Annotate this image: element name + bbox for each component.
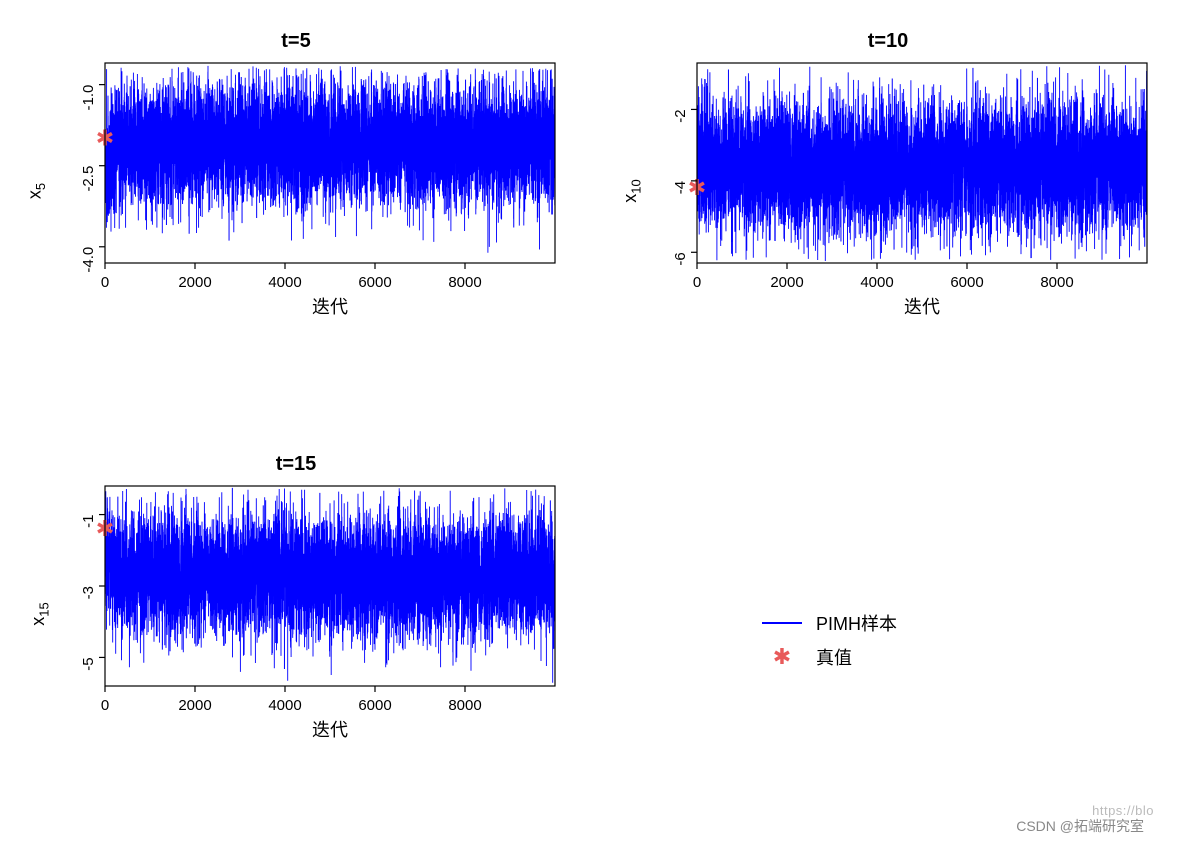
x-axis-label: 迭代 [312, 720, 348, 740]
x-tick-label: 0 [101, 274, 109, 291]
legend-star-icon: ✱ [762, 651, 802, 663]
x-tick-label: 0 [693, 274, 701, 291]
trace-chart: ✱02000400060008000-4.0-2.5-1.0迭代 [105, 63, 585, 318]
x-tick-label: 8000 [448, 697, 481, 714]
x-tick-label: 4000 [268, 274, 301, 291]
x-tick-label: 8000 [448, 274, 481, 291]
x-tick-label: 4000 [860, 274, 893, 291]
y-tick-label: -1.0 [80, 85, 97, 111]
y-tick-label: -6 [672, 252, 689, 265]
trace-line [105, 66, 555, 253]
legend-label-true: 真值 [816, 644, 852, 670]
plot-title: t=15 [20, 453, 572, 476]
y-tick-label: -4.0 [80, 247, 97, 273]
trace-line [105, 488, 555, 682]
plot-title: t=10 [612, 30, 1164, 53]
legend-item-pimh: PIMH样本 [762, 610, 897, 636]
x-tick-label: 6000 [358, 274, 391, 291]
plot-area: x5✱02000400060008000-4.0-2.5-1.0迭代 [105, 63, 555, 318]
x-tick-label: 2000 [178, 697, 211, 714]
y-tick-label: -3 [80, 586, 97, 599]
y-tick-label: -2.5 [80, 166, 97, 192]
y-tick-label: -5 [80, 657, 97, 670]
y-axis-label: x10 [620, 179, 644, 202]
plot-area: x15✱02000400060008000-5-3-1迭代 [105, 486, 555, 741]
x-tick-label: 6000 [950, 274, 983, 291]
legend-line-icon [762, 622, 802, 624]
trace-chart: ✱02000400060008000-6-4-2迭代 [697, 63, 1177, 318]
y-tick-label: -4 [672, 181, 689, 194]
plot-area: x10✱02000400060008000-6-4-2迭代 [697, 63, 1147, 318]
y-axis-label: x15 [28, 602, 52, 625]
panel-t10: t=10x10✱02000400060008000-6-4-2迭代 [592, 0, 1184, 423]
panel-t15: t=15x15✱02000400060008000-5-3-1迭代 [0, 423, 592, 846]
x-tick-label: 6000 [358, 697, 391, 714]
x-tick-label: 2000 [770, 274, 803, 291]
trace-line [697, 65, 1147, 261]
panel-legend: PIMH样本 ✱ 真值 [592, 423, 1184, 846]
x-tick-label: 8000 [1040, 274, 1073, 291]
trace-chart: ✱02000400060008000-5-3-1迭代 [105, 486, 585, 741]
y-tick-label: -2 [672, 109, 689, 122]
chart-grid: t=5 x5 ✱ 0 2000 4000 6000 8000 -4.0 -2.5 -1.0 迭代 t=… [0, 0, 1184, 846]
x-tick-label: 2000 [178, 274, 211, 291]
y-axis-label: x5 [24, 182, 48, 198]
plot-title: t=5 [20, 30, 572, 53]
watermark-dark: CSDN @拓端研究室 [1016, 816, 1144, 836]
y-tick-label: -1 [80, 515, 97, 528]
x-tick-label: 0 [101, 697, 109, 714]
panel-t5: t=5x5✱02000400060008000-4.0-2.5-1.0迭代 [0, 0, 592, 423]
legend-item-true: ✱ 真值 [762, 644, 852, 670]
x-tick-label: 4000 [268, 697, 301, 714]
x-axis-label: 迭代 [312, 297, 348, 317]
legend-label-pimh: PIMH样本 [816, 610, 897, 636]
x-axis-label: 迭代 [904, 297, 940, 317]
